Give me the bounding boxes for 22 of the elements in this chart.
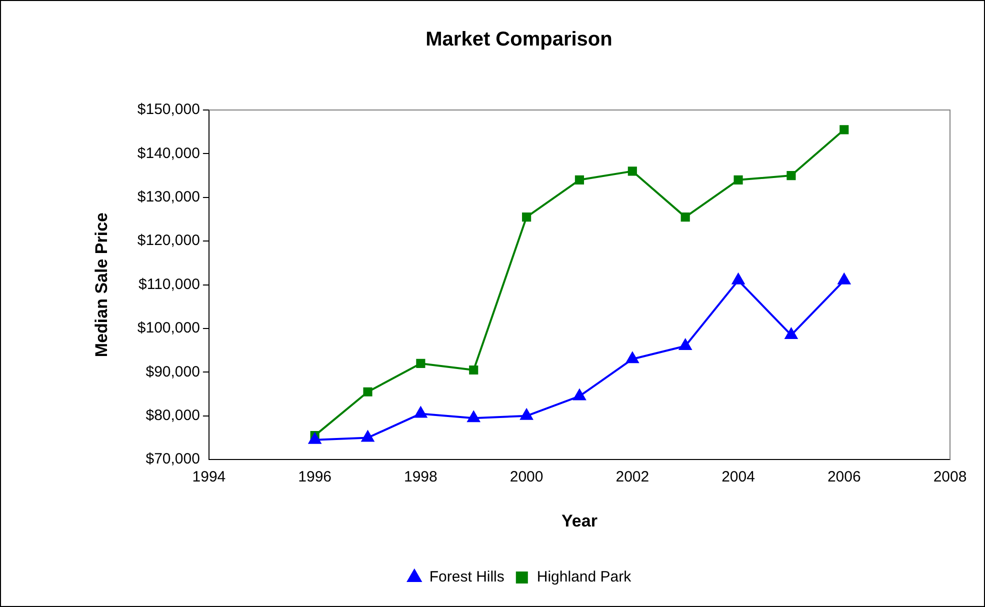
y-tick-label: $70,000 (146, 450, 200, 468)
y-tick-label: $110,000 (138, 276, 200, 293)
x-axis-title: Year (562, 511, 598, 530)
y-tick-label: $80,000 (146, 407, 200, 424)
x-tick-label: 2002 (616, 468, 650, 486)
x-tick-label: 1996 (298, 468, 332, 486)
x-tick-label: 2000 (510, 468, 544, 486)
x-tick-label: 2004 (722, 468, 755, 486)
y-tick-label: $130,000 (137, 188, 200, 206)
y-tick-label: $150,000 (137, 101, 200, 118)
y-tick-label: $140,000 (137, 144, 200, 162)
x-tick-label: 2008 (933, 468, 967, 486)
y-axis-title: Median Sale Price (92, 212, 111, 358)
y-tick-label: $100,000 (137, 320, 200, 337)
y-tick-label: $120,000 (137, 232, 200, 250)
x-tick-label: 2006 (827, 468, 861, 486)
legend-label: Forest Hills (429, 568, 504, 586)
x-tick-label: 1998 (404, 468, 438, 486)
legend-label: Highland Park (536, 568, 632, 586)
chart-title: Market Comparison (426, 28, 612, 51)
x-tick-label: 1994 (192, 468, 226, 486)
y-tick-label: $90,000 (146, 363, 200, 380)
